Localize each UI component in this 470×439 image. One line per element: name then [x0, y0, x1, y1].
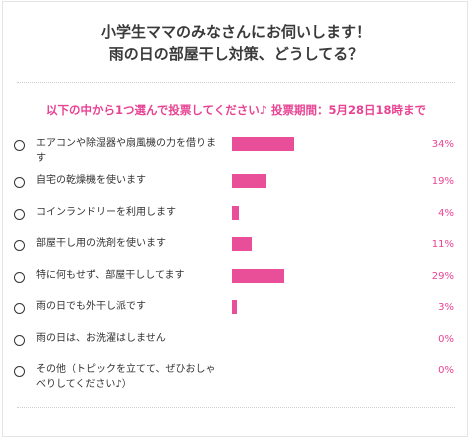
- option-label: 雨の日は、お洗濯はしません: [36, 333, 166, 344]
- result-bar: [232, 300, 238, 314]
- top-divider: [17, 82, 455, 83]
- radio-button[interactable]: [14, 335, 25, 346]
- option-label: その他（トピックを立てて、ぜひおしゃべりしてください♪）: [36, 364, 216, 390]
- result-percent: 0%: [438, 334, 454, 345]
- result-percent: 3%: [438, 302, 454, 313]
- result-bar: [232, 237, 252, 251]
- poll-option[interactable]: 自宅の乾燥機を使います 19%: [3, 173, 469, 203]
- poll-option[interactable]: エアコンや除湿器や扇風機の力を借ります 34%: [3, 136, 469, 166]
- poll-option[interactable]: コインランドリーを利用します 4%: [3, 205, 469, 235]
- poll-title-line1: 小学生ママのみなさんにお伺いします！: [100, 23, 371, 41]
- radio-button[interactable]: [14, 240, 25, 251]
- option-label: エアコンや除湿器や扇風機の力を借ります: [36, 138, 216, 164]
- result-bar: [232, 206, 240, 220]
- radio-button[interactable]: [14, 272, 25, 283]
- option-label: 自宅の乾燥機を使います: [36, 175, 146, 186]
- option-label: 特に何もせず、部屋干ししてます: [36, 270, 185, 281]
- result-percent: 29%: [431, 271, 454, 282]
- poll-title: 小学生ママのみなさんにお伺いします！ 雨の日の部屋干し対策、どうしてる？: [3, 21, 469, 65]
- poll-option[interactable]: 部屋干し用の洗剤を使います 11%: [3, 236, 469, 266]
- result-percent: 0%: [438, 365, 454, 376]
- bottom-divider: [17, 407, 455, 408]
- radio-button[interactable]: [14, 177, 25, 188]
- result-bar: [232, 174, 267, 188]
- poll-title-line2: 雨の日の部屋干し対策、どうしてる？: [108, 45, 364, 63]
- radio-button[interactable]: [14, 366, 25, 377]
- option-label: コインランドリーを利用します: [36, 207, 176, 218]
- result-percent: 11%: [431, 239, 454, 250]
- result-bar: [232, 137, 294, 151]
- poll-option[interactable]: 雨の日でも外干し派です 3%: [3, 299, 469, 329]
- poll-option[interactable]: 特に何もせず、部屋干ししてます 29%: [3, 268, 469, 298]
- result-percent: 4%: [438, 208, 454, 219]
- option-label: 部屋干し用の洗剤を使います: [36, 238, 166, 249]
- result-percent: 19%: [431, 176, 454, 187]
- vote-notice: 以下の中から1つ選んで投票してください♪ 投票期間：5月28日18時まで: [45, 103, 427, 117]
- radio-button[interactable]: [14, 209, 25, 220]
- radio-button[interactable]: [14, 303, 25, 314]
- result-percent: 34%: [431, 139, 454, 150]
- poll-option[interactable]: その他（トピックを立てて、ぜひおしゃべりしてください♪） 0%: [3, 362, 469, 392]
- option-label: 雨の日でも外干し派です: [36, 301, 146, 312]
- radio-button[interactable]: [14, 140, 25, 151]
- result-bar: [232, 269, 285, 283]
- poll-option[interactable]: 雨の日は、お洗濯はしません 0%: [3, 331, 469, 361]
